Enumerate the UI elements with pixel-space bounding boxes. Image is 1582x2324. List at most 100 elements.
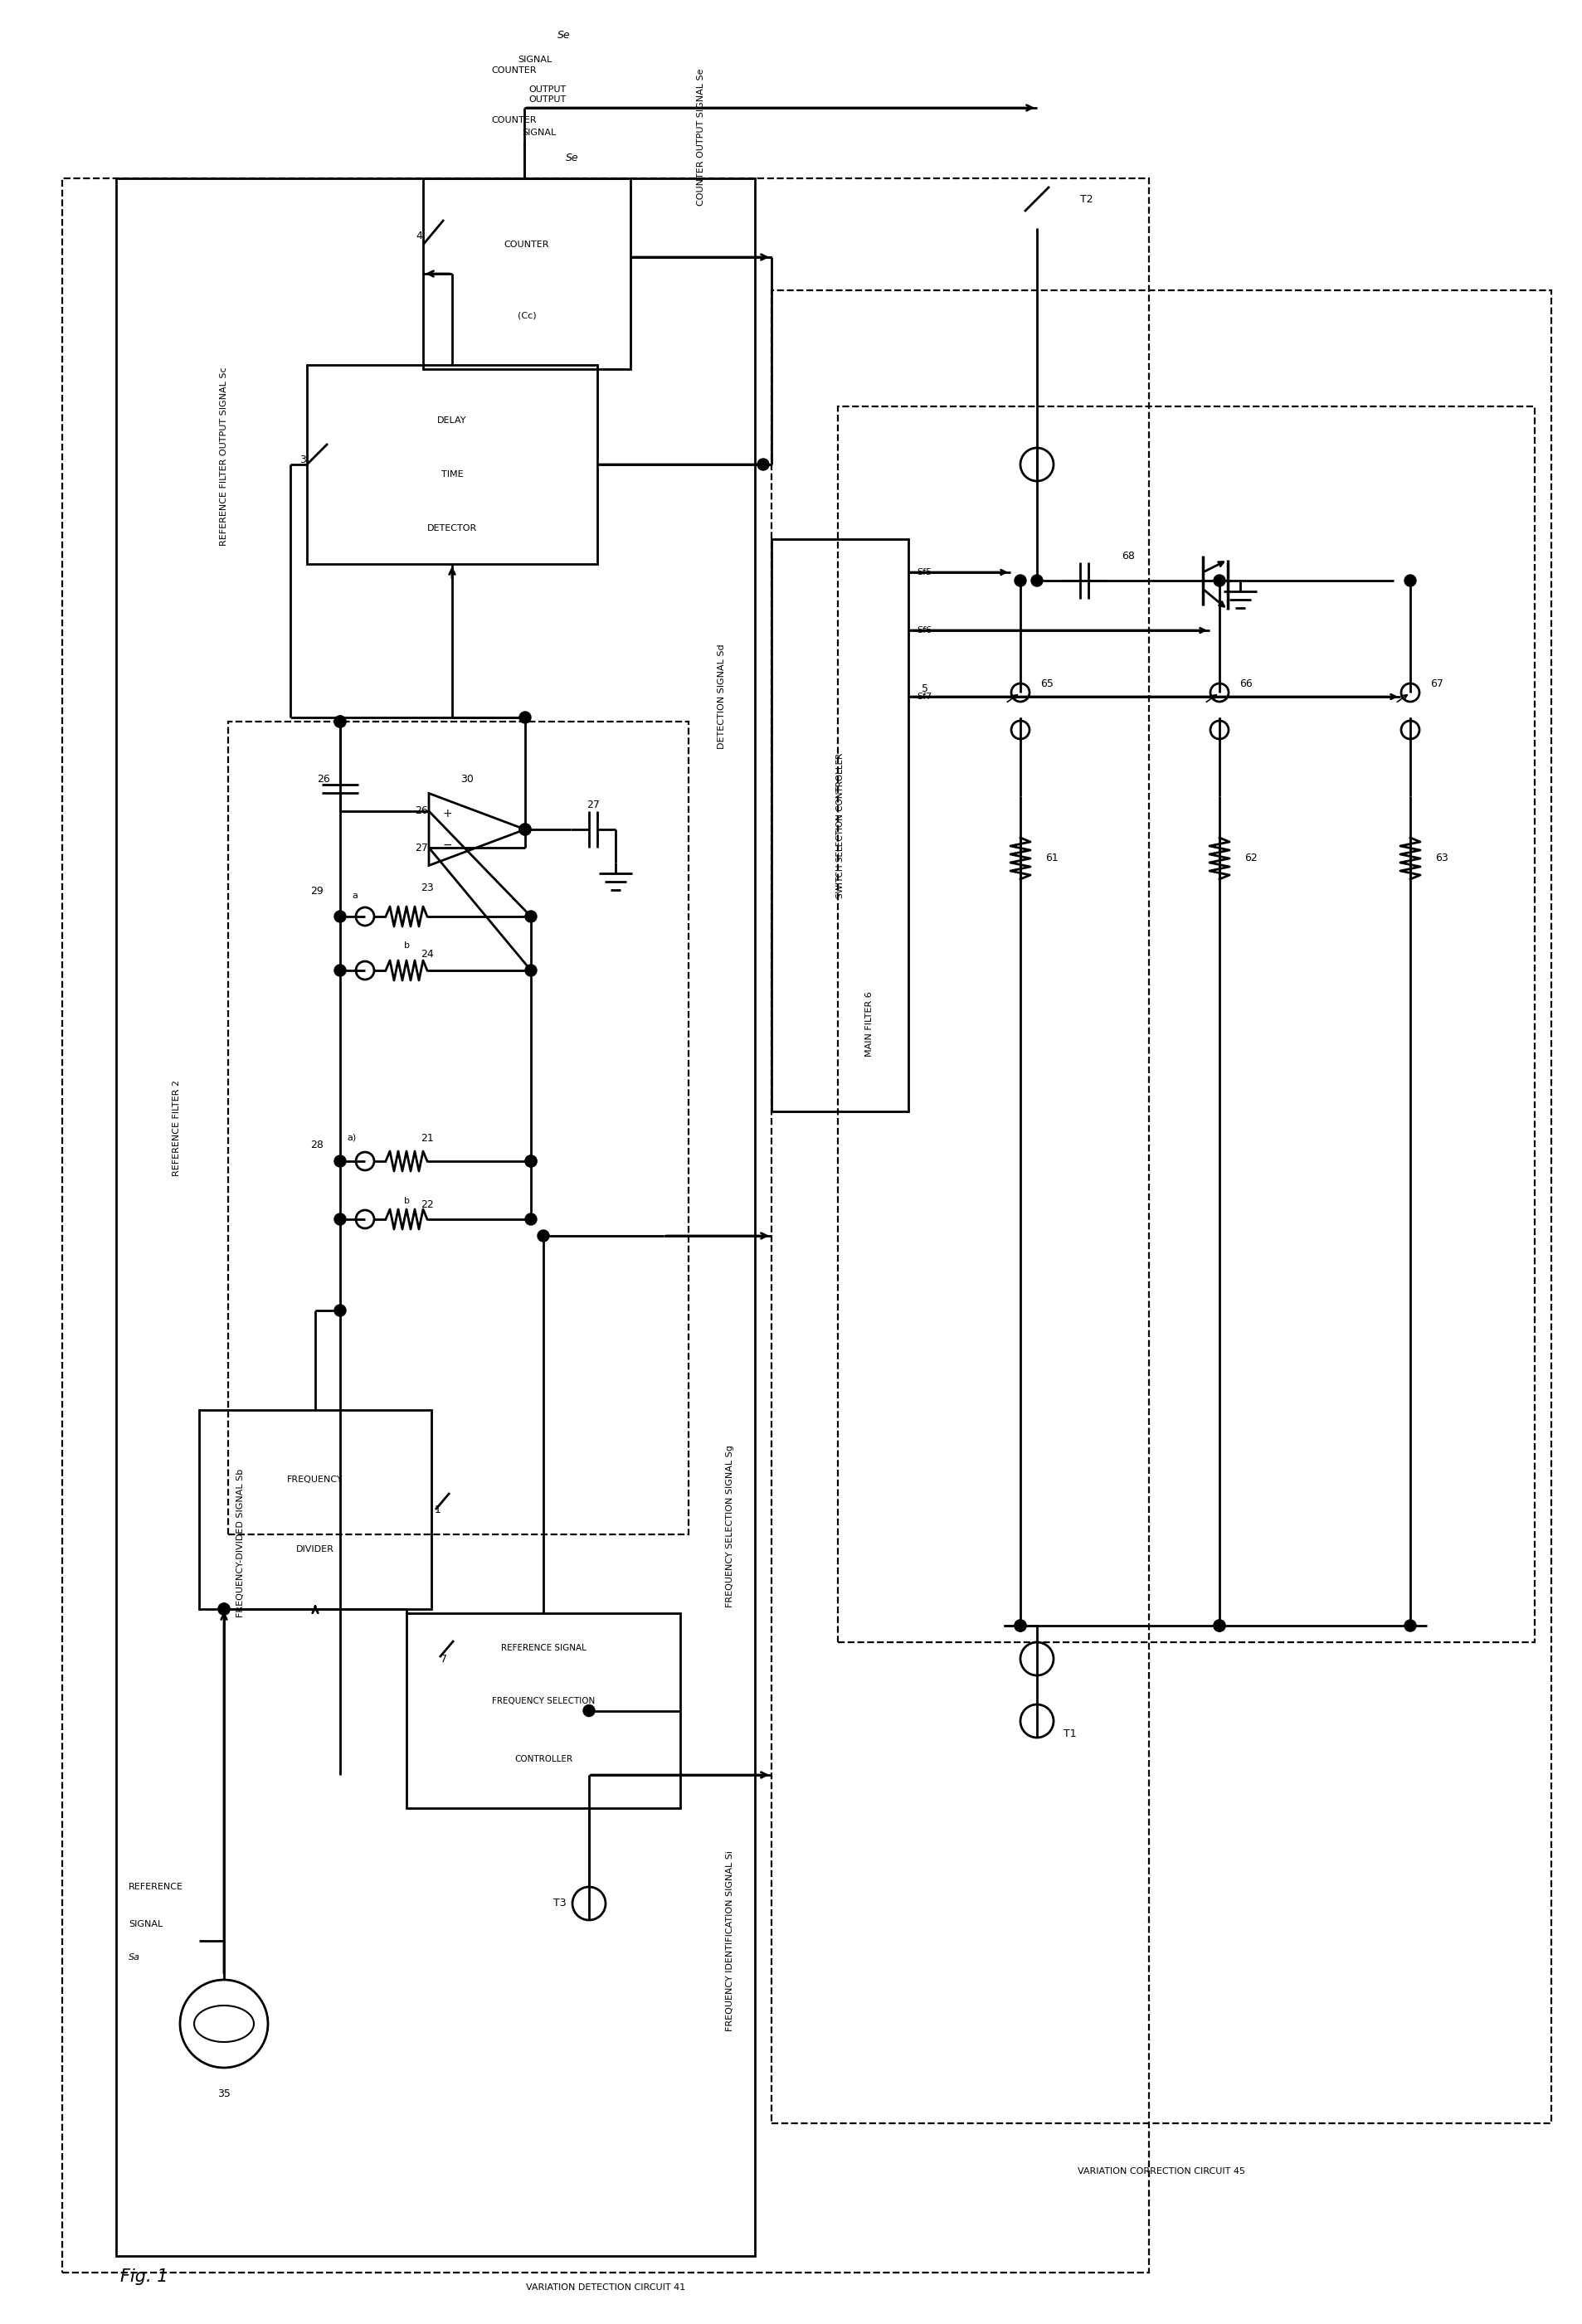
Circle shape — [1014, 574, 1027, 586]
Text: 5: 5 — [922, 683, 929, 695]
Text: 68: 68 — [1122, 551, 1134, 560]
Circle shape — [1031, 574, 1043, 586]
Text: 35: 35 — [217, 2089, 231, 2099]
Circle shape — [334, 716, 346, 727]
Text: SWITCH SELECTION CONTROLLER: SWITCH SELECTION CONTROLLER — [835, 753, 845, 897]
Circle shape — [525, 1155, 536, 1167]
Bar — [838, 407, 1535, 1643]
Text: COUNTER: COUNTER — [505, 242, 549, 249]
Text: 23: 23 — [421, 883, 433, 892]
Text: FREQUENCY SELECTION: FREQUENCY SELECTION — [492, 1697, 595, 1706]
Bar — [772, 539, 908, 1111]
Text: 4: 4 — [416, 230, 422, 242]
Circle shape — [1213, 574, 1226, 586]
Circle shape — [1014, 1620, 1027, 1631]
Text: T1: T1 — [1063, 1729, 1077, 1738]
Circle shape — [584, 1706, 595, 1717]
Text: Se: Se — [566, 151, 579, 163]
Text: 22: 22 — [421, 1199, 433, 1211]
Text: REFERENCE FILTER OUTPUT SIGNAL Sc: REFERENCE FILTER OUTPUT SIGNAL Sc — [220, 367, 228, 546]
Bar — [115, 179, 755, 2257]
Text: DIVIDER: DIVIDER — [296, 1545, 334, 1552]
Text: REFERENCE SIGNAL: REFERENCE SIGNAL — [500, 1643, 585, 1652]
Text: TIME: TIME — [441, 469, 464, 479]
Text: OUTPUT: OUTPUT — [528, 95, 566, 105]
Text: 24: 24 — [421, 948, 433, 960]
Text: 66: 66 — [1239, 679, 1253, 690]
Text: DELAY: DELAY — [437, 416, 467, 425]
Text: Sf7: Sf7 — [916, 693, 932, 702]
Text: Sa: Sa — [128, 1952, 141, 1961]
Text: 1: 1 — [435, 1504, 441, 1515]
Text: FREQUENCY IDENTIFICATION SIGNAL Si: FREQUENCY IDENTIFICATION SIGNAL Si — [726, 1850, 734, 2031]
Text: 28: 28 — [310, 1139, 323, 1150]
Text: SIGNAL: SIGNAL — [522, 128, 557, 137]
Text: 26: 26 — [316, 774, 331, 786]
Text: FREQUENCY-DIVIDED SIGNAL Sb: FREQUENCY-DIVIDED SIGNAL Sb — [236, 1469, 245, 1618]
Circle shape — [334, 911, 346, 923]
Circle shape — [1213, 1620, 1226, 1631]
Text: 67: 67 — [1430, 679, 1443, 690]
Bar — [407, 1613, 680, 1808]
Text: a): a) — [346, 1134, 356, 1141]
Text: COUNTER: COUNTER — [492, 116, 536, 125]
Circle shape — [1213, 1620, 1226, 1631]
Text: DETECTOR: DETECTOR — [427, 523, 478, 532]
Text: b: b — [403, 1197, 410, 1206]
Bar — [772, 290, 1552, 2124]
Bar — [422, 179, 631, 370]
Circle shape — [538, 1229, 549, 1241]
Circle shape — [1405, 1620, 1416, 1631]
Circle shape — [525, 911, 536, 923]
Text: Se: Se — [557, 30, 571, 40]
Bar — [228, 720, 688, 1534]
Text: −: − — [443, 839, 452, 851]
Circle shape — [334, 1213, 346, 1225]
Text: REFERENCE FILTER 2: REFERENCE FILTER 2 — [172, 1081, 180, 1176]
Circle shape — [1405, 574, 1416, 586]
Circle shape — [218, 1604, 229, 1615]
Text: 7: 7 — [440, 1652, 448, 1664]
Text: CONTROLLER: CONTROLLER — [514, 1755, 573, 1764]
Text: COUNTER OUTPUT SIGNAL Se: COUNTER OUTPUT SIGNAL Se — [696, 67, 706, 205]
Text: 26: 26 — [414, 806, 429, 816]
Text: (Cc): (Cc) — [517, 311, 536, 321]
Text: SIGNAL: SIGNAL — [517, 56, 552, 63]
Text: OUTPUT: OUTPUT — [528, 86, 566, 93]
Text: REFERENCE: REFERENCE — [128, 1882, 184, 1892]
Text: 29: 29 — [310, 885, 323, 897]
Text: T2: T2 — [1081, 193, 1093, 205]
Text: Sf6: Sf6 — [916, 625, 932, 634]
Text: COUNTER: COUNTER — [492, 67, 536, 74]
Text: 27: 27 — [587, 799, 600, 811]
Text: Fig. 1: Fig. 1 — [120, 2268, 168, 2284]
Circle shape — [519, 711, 532, 723]
Circle shape — [758, 458, 769, 469]
Circle shape — [525, 1155, 536, 1167]
Circle shape — [334, 1155, 346, 1167]
Text: SIGNAL: SIGNAL — [128, 1920, 163, 1929]
Text: 3: 3 — [299, 456, 305, 465]
Circle shape — [334, 716, 346, 727]
Bar — [307, 365, 598, 565]
Text: DETECTION SIGNAL Sd: DETECTION SIGNAL Sd — [718, 644, 726, 748]
Circle shape — [525, 964, 536, 976]
Text: FREQUENCY SELECTION SIGNAL Sg: FREQUENCY SELECTION SIGNAL Sg — [726, 1446, 734, 1608]
Bar — [199, 1411, 432, 1608]
Circle shape — [519, 823, 532, 834]
Circle shape — [519, 823, 532, 834]
Circle shape — [334, 1304, 346, 1315]
Text: MAIN FILTER 6: MAIN FILTER 6 — [865, 992, 873, 1057]
Text: Sf5: Sf5 — [916, 567, 932, 576]
Text: b: b — [403, 941, 410, 951]
Text: FREQUENCY: FREQUENCY — [288, 1476, 343, 1483]
Circle shape — [1014, 1620, 1027, 1631]
Text: 62: 62 — [1245, 853, 1258, 865]
Text: VARIATION DETECTION CIRCUIT 41: VARIATION DETECTION CIRCUIT 41 — [525, 2284, 685, 2291]
Text: T3: T3 — [554, 1899, 566, 1908]
Text: a: a — [353, 892, 358, 899]
Circle shape — [525, 1213, 536, 1225]
Text: VARIATION CORRECTION CIRCUIT 45: VARIATION CORRECTION CIRCUIT 45 — [1077, 2168, 1245, 2175]
Text: 63: 63 — [1435, 853, 1449, 865]
Circle shape — [218, 1604, 229, 1615]
